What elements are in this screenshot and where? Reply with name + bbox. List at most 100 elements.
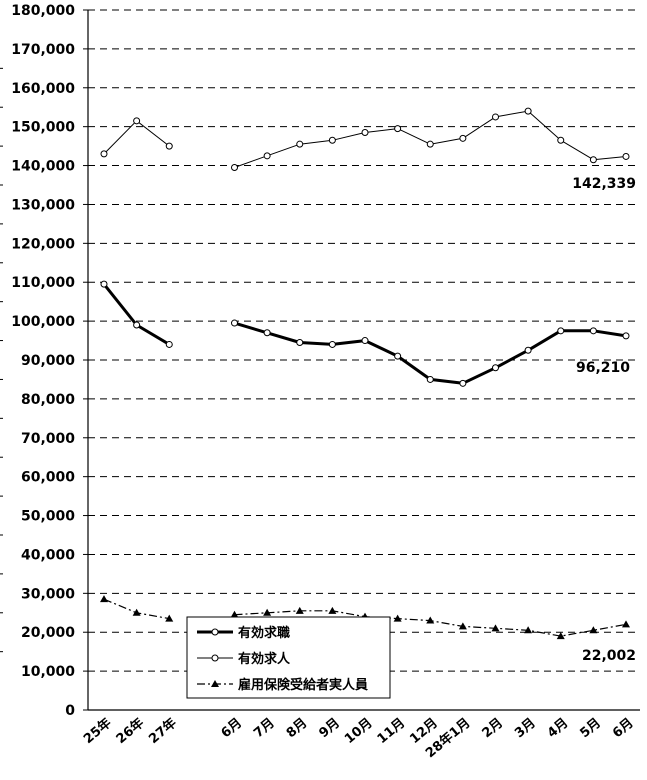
y-tick-label: 140,000 (11, 159, 75, 175)
data-point (589, 626, 598, 634)
series-layer (100, 107, 630, 640)
x-tick-label: 6月 (219, 716, 246, 742)
grid-lines (88, 9, 640, 672)
data-point (165, 142, 173, 150)
x-tick-label: 3月 (512, 716, 539, 742)
data-point (394, 352, 402, 360)
y-tick-label: 0 (65, 703, 75, 719)
y-tick-label: 180,000 (11, 3, 75, 19)
data-point (622, 152, 630, 160)
y-tick-label: 130,000 (11, 197, 75, 213)
data-point (492, 364, 499, 372)
data-point (263, 608, 272, 616)
y-tick-label: 40,000 (21, 547, 75, 563)
data-point (296, 140, 304, 148)
data-point (165, 614, 174, 622)
data-point (459, 134, 467, 142)
legend-marker (211, 628, 219, 636)
data-point (426, 616, 435, 624)
data-point (133, 321, 141, 329)
data-point (426, 375, 434, 383)
data-point (524, 626, 533, 634)
data-point (393, 614, 402, 622)
data-point (394, 125, 402, 133)
data-point (426, 140, 434, 148)
series-line (234, 321, 627, 385)
data-label: 22,002 (582, 648, 636, 664)
data-point (328, 606, 337, 614)
data-point (296, 339, 304, 346)
x-tick-label: 8月 (284, 716, 311, 742)
y-tick-label: 100,000 (11, 314, 75, 330)
y-tick-label: 20,000 (21, 625, 75, 641)
x-tick-label: 11月 (375, 716, 408, 747)
data-point (524, 107, 532, 115)
annotations: 142,339 96,210 22,002 (572, 176, 636, 664)
data-point (100, 150, 108, 158)
data-point (589, 327, 597, 335)
y-tick-label: 10,000 (21, 664, 75, 680)
y-axis: 0 10,000 20,000 30,000 40,000 50,000 60,000 70,… (0, 3, 89, 719)
data-label: 96,210 (576, 360, 630, 376)
legend-label: 雇用保険受給者実人員 (238, 677, 368, 693)
data-point (361, 337, 369, 345)
legend-entry: 有効求職 (197, 625, 290, 641)
data-point (589, 156, 597, 164)
data-point (263, 329, 271, 337)
data-point (556, 632, 565, 640)
legend-entry: 有効求人 (197, 651, 291, 667)
x-tick-label: 26年 (113, 715, 147, 747)
data-point (328, 340, 336, 348)
x-tick-label: 2月 (480, 716, 507, 742)
series-2 (100, 107, 630, 171)
y-tick-label: 30,000 (21, 586, 75, 602)
y-tick-label: 120,000 (11, 236, 75, 252)
legend-marker (211, 680, 219, 687)
legend-label: 有効求人 (238, 651, 291, 667)
y-tick-label: 70,000 (21, 431, 75, 447)
series-line (102, 283, 171, 346)
data-point (231, 319, 238, 327)
y-tick-label: 50,000 (21, 509, 75, 525)
x-tick-label: 27年 (146, 715, 180, 747)
data-point (622, 620, 630, 628)
data-label: 142,339 (572, 176, 636, 192)
data-point (230, 610, 239, 618)
data-point (133, 117, 141, 125)
legend-label: 有効求職 (238, 625, 290, 641)
series-line (103, 120, 170, 155)
data-point (132, 608, 141, 616)
x-tick-label: 4月 (545, 716, 572, 742)
data-point (557, 327, 565, 335)
x-tick-label: 6月 (610, 716, 637, 742)
data-point (491, 624, 500, 632)
legend-entry: 雇用保険受給者実人員 (197, 677, 368, 693)
data-point (524, 346, 532, 354)
series-line (234, 110, 627, 168)
series-1 (100, 280, 630, 387)
x-tick-label: 10月 (342, 716, 375, 747)
data-point (361, 129, 369, 136)
y-tick-label: 170,000 (11, 42, 75, 58)
x-tick-label: 25年 (80, 715, 114, 747)
data-point (165, 340, 173, 348)
y-tick-label: 80,000 (21, 392, 75, 408)
x-tick-label: 7月 (251, 716, 278, 742)
data-point (458, 622, 467, 630)
data-point (263, 152, 271, 160)
data-point (295, 606, 304, 614)
data-point (459, 379, 467, 387)
data-point (100, 595, 108, 603)
legend-marker (211, 654, 219, 662)
data-point (328, 136, 336, 144)
y-tick-label: 60,000 (21, 470, 75, 486)
y-tick-label: 160,000 (11, 81, 75, 97)
x-tick-label: 9月 (316, 716, 343, 742)
y-tick-label: 90,000 (21, 353, 75, 369)
y-tick-label: 150,000 (11, 120, 75, 136)
data-point (100, 280, 108, 288)
y-tick-label: 110,000 (11, 275, 75, 291)
data-point (557, 136, 565, 144)
